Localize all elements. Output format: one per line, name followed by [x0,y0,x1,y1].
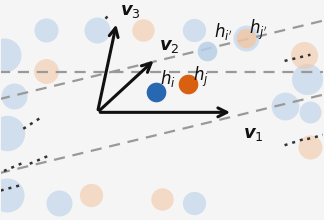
Text: $\boldsymbol{v}_2$: $\boldsymbol{v}_2$ [159,37,179,55]
Point [308,146,313,149]
Point [95,28,100,32]
Point [88,193,94,196]
Point [185,82,191,85]
Text: $h_{j'}$: $h_{j'}$ [249,18,268,42]
Point [43,28,49,32]
Point [140,28,145,32]
Point [153,90,158,94]
Point [204,49,210,52]
Point [5,193,10,196]
Point [282,104,287,108]
Point [159,197,165,200]
Text: $\boldsymbol{v}_3$: $\boldsymbol{v}_3$ [120,2,141,20]
Point [192,28,197,32]
Point [192,201,197,205]
Point [243,37,249,40]
Point [11,94,16,98]
Point [243,37,249,40]
Text: $h_j$: $h_j$ [193,64,208,89]
Point [5,131,10,135]
Text: $h_{i'}$: $h_{i'}$ [214,21,233,42]
Point [56,201,61,205]
Text: $\boldsymbol{v}_1$: $\boldsymbol{v}_1$ [243,125,263,143]
Text: $h_i$: $h_i$ [160,68,176,89]
Point [1,53,6,57]
Point [301,53,307,57]
Point [308,111,313,114]
Point [305,78,310,81]
Point [43,70,49,73]
